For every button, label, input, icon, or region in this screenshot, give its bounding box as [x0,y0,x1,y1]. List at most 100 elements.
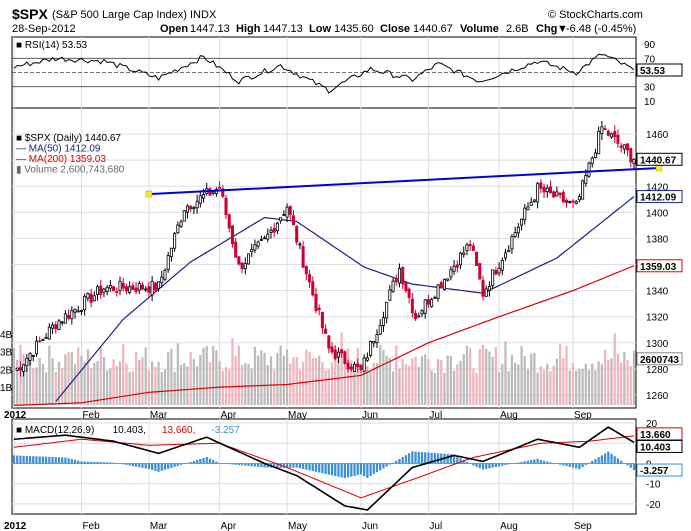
candle-body [333,349,337,360]
candle-body [593,152,597,159]
candle-body [22,364,26,372]
candle-body [491,269,495,286]
candle-body [18,367,22,371]
candle-body [343,351,347,364]
macd-histogram-bar [244,463,247,466]
macd-histogram-bar [54,457,57,464]
volume-bar [234,356,237,405]
volume-bar [571,362,575,405]
macd-histogram-bar [25,455,28,464]
candle-body [349,366,353,370]
trendline-start-handle[interactable] [145,190,153,198]
candle-body [73,308,77,313]
candle-body [250,249,254,253]
labels-layer: 2012 2012 Feb Feb Mar Mar Apr Apr May May Jun Jun Ju… [0,40,683,531]
candle-body [622,144,626,150]
macd-histogram-bar [128,463,131,466]
low-label: Low [309,23,331,35]
candle-body [298,243,302,246]
candle-body [182,210,186,222]
macd-histogram-bar [102,462,106,464]
volume-bar [391,371,395,405]
macd-histogram-bar [558,463,562,465]
candle-body [529,201,533,206]
candle-body [568,201,572,203]
candle-body [468,244,472,247]
macd-histogram-bar [115,463,118,464]
macd-legend-entry: ■ MACD(12,26,9) [16,425,94,436]
volume-bar [475,372,478,405]
volume-bar [452,370,456,405]
volume-bar [632,350,636,405]
macd-histogram-bar [125,463,128,465]
macd-histogram-bar [16,455,19,464]
volume-bar [212,346,215,405]
macd-histogram-bar [411,451,414,464]
price-panel [11,107,637,409]
candle-body [613,131,617,137]
candle-body [291,215,296,226]
macd-histogram-bar [526,460,530,464]
volume-bar [218,361,221,405]
volume-bar [64,354,67,405]
volume-bar [80,355,83,405]
macd-histogram-bar [247,463,250,466]
candle-body [218,186,222,189]
volume-bar [208,362,212,405]
candle-body [336,351,340,358]
candle-body [160,276,164,284]
open-label: Open [160,23,188,35]
candle-body [173,233,177,249]
macd-histogram-bar [38,456,41,464]
volume-bar [67,352,70,405]
price-x-tick-label: Jun [362,410,378,421]
candle-body [548,186,552,194]
volume-bar [170,348,173,405]
macd-histogram-bar [32,456,35,464]
candle-body [134,287,138,293]
macd-histogram-bar [542,460,546,464]
macd-histogram-bar [183,463,186,464]
price-y-tick-label: 1260 [646,391,669,402]
volume-bar [247,363,250,405]
macd-histogram-bar [308,463,311,471]
volume-bar [440,359,443,405]
macd-histogram-bar [536,458,539,464]
macd-histogram-bar [51,456,54,464]
macd-x-tick-label: Apr [221,521,237,531]
rsi-y-tick-label: 30 [644,83,656,94]
volume-bar [244,362,247,405]
candle-body [54,324,58,330]
candle-body [539,182,543,189]
macd-histogram-bar [250,463,253,467]
volume-bar [205,346,208,405]
price-y-tick-label: 1340 [646,287,669,298]
macd-histogram-bar [488,463,491,469]
macd-histogram-bar [356,463,359,476]
candle-body [47,326,51,340]
chg-down-arrow-icon: ▼ [557,23,568,35]
volume-bar [481,344,485,405]
candle-body [282,214,286,216]
macd-histogram-bar [485,463,488,469]
candle-body [150,280,154,296]
candle-body [359,364,363,370]
macd-histogram-bar [112,462,115,464]
macd-histogram-layer [12,451,636,479]
candle-body [272,228,276,233]
volume-bar [112,359,115,405]
candle-body [507,249,511,253]
volume-bar [552,365,555,405]
macd-legend-entry: -3.257 [211,425,240,436]
volume-bar [530,353,533,405]
macd-histogram-bar [202,458,205,464]
candle-body [57,320,61,330]
macd-x-tick-label: Mar [150,521,168,531]
trendline[interactable] [148,167,660,196]
volume-bar [173,372,176,405]
price-x-tick-label: Jul [429,410,442,421]
macd-histogram-bar [446,453,449,464]
candle-body [365,357,369,361]
candle-body [79,309,83,312]
volume-bar [160,372,163,405]
